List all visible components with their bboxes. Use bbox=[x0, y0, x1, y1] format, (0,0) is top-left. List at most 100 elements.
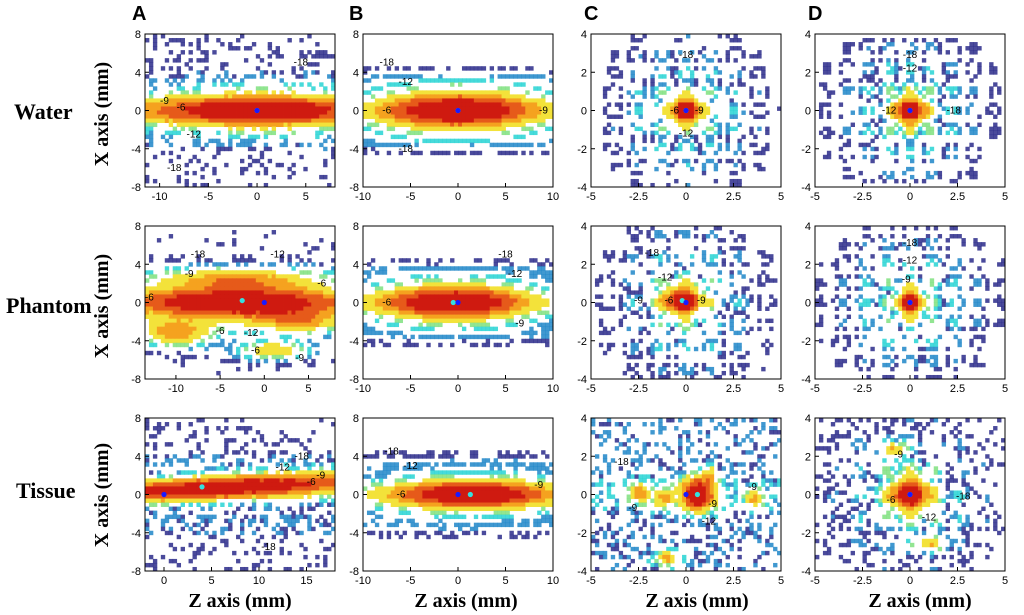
field-cell bbox=[188, 322, 193, 328]
contour-cell bbox=[721, 250, 726, 255]
contour-cell bbox=[757, 166, 762, 172]
field-cell bbox=[148, 302, 154, 307]
contour-cell bbox=[682, 370, 687, 376]
contour-cell bbox=[989, 62, 994, 67]
field-cell bbox=[236, 282, 241, 287]
contour-cell bbox=[287, 262, 292, 267]
contour-cell bbox=[501, 282, 506, 287]
x-tick-label: -10 bbox=[355, 191, 371, 203]
contour-cell bbox=[630, 138, 635, 144]
field-cell bbox=[910, 310, 915, 315]
contour-cell bbox=[240, 34, 245, 39]
field-cell bbox=[682, 318, 687, 324]
contour-cell bbox=[717, 322, 723, 328]
field-cell bbox=[469, 102, 475, 107]
field-cell bbox=[184, 98, 189, 103]
contour-cell bbox=[834, 306, 840, 311]
contour-cell bbox=[686, 34, 691, 39]
field-cell bbox=[156, 302, 162, 307]
field-cell bbox=[481, 122, 487, 128]
field-cell bbox=[291, 298, 296, 303]
contour-cell bbox=[469, 142, 475, 148]
field-cell bbox=[271, 94, 277, 99]
contour-cell bbox=[745, 286, 750, 291]
contour-cell bbox=[180, 86, 185, 91]
field-cell bbox=[291, 274, 296, 279]
contour-cell bbox=[426, 258, 431, 263]
field-cell bbox=[454, 122, 459, 128]
field-cell bbox=[232, 318, 237, 324]
field-cell bbox=[921, 302, 927, 307]
contour-cell bbox=[693, 322, 699, 328]
contour-cell bbox=[315, 130, 320, 136]
contour-cell bbox=[674, 66, 679, 71]
field-cell bbox=[228, 274, 233, 279]
contour-cell bbox=[299, 142, 304, 148]
field-cell bbox=[192, 334, 197, 340]
field-cell bbox=[465, 110, 471, 115]
field-cell bbox=[450, 282, 455, 287]
contour-cell bbox=[618, 302, 624, 307]
field-cell bbox=[913, 94, 919, 99]
contour-cell bbox=[422, 138, 427, 144]
contour-cell bbox=[247, 154, 253, 160]
field-cell bbox=[402, 302, 407, 307]
field-cell bbox=[192, 310, 197, 315]
contour-cell bbox=[275, 54, 280, 59]
contour-cell bbox=[489, 274, 495, 279]
contour-cell bbox=[188, 42, 193, 47]
contour-cell bbox=[709, 370, 715, 376]
field-cell bbox=[168, 114, 174, 119]
y-tick-label: -8 bbox=[131, 182, 141, 194]
contour-cell bbox=[434, 274, 439, 279]
contour-cell bbox=[549, 278, 554, 283]
field-cell bbox=[513, 306, 518, 311]
contour-cell bbox=[765, 86, 770, 91]
contour-cell bbox=[701, 234, 707, 239]
contour-cell bbox=[602, 90, 608, 95]
contour-cell bbox=[489, 334, 495, 340]
contour-cell bbox=[949, 74, 954, 79]
field-cell bbox=[693, 106, 699, 111]
contour-cell bbox=[749, 294, 754, 299]
field-cell bbox=[465, 314, 471, 320]
contour-cell bbox=[765, 306, 770, 311]
contour-cell bbox=[969, 170, 974, 176]
contour-cell bbox=[913, 38, 919, 43]
x-tick-label: 5 bbox=[778, 191, 784, 203]
contour-cell bbox=[299, 154, 304, 160]
field-cell bbox=[200, 298, 205, 303]
contour-cell bbox=[374, 150, 380, 156]
contour-cell bbox=[168, 66, 174, 71]
contour-cell bbox=[933, 362, 939, 368]
x-tick-label: -10 bbox=[168, 383, 184, 395]
field-cell bbox=[240, 290, 245, 295]
field-cell bbox=[168, 102, 174, 107]
contour-cell bbox=[898, 326, 903, 332]
field-cell bbox=[414, 290, 419, 295]
contour-cell bbox=[662, 142, 667, 148]
contour-cell bbox=[929, 158, 935, 164]
field-cell bbox=[686, 102, 691, 107]
contour-cell bbox=[846, 174, 852, 180]
contour-cell bbox=[662, 250, 667, 255]
field-cell bbox=[243, 98, 249, 103]
field-cell bbox=[422, 114, 427, 119]
contour-cell bbox=[525, 266, 530, 271]
contour-cell bbox=[969, 42, 974, 47]
contour-cell bbox=[549, 326, 554, 332]
field-cell bbox=[370, 306, 376, 311]
field-cell bbox=[224, 274, 229, 279]
field-cell bbox=[200, 106, 205, 111]
contour-cell bbox=[842, 242, 848, 247]
contour-cell bbox=[741, 134, 746, 140]
contour-cell bbox=[765, 94, 770, 99]
field-cell bbox=[180, 118, 185, 123]
field-cell bbox=[461, 110, 467, 115]
contour-cell bbox=[176, 58, 182, 63]
field-cell bbox=[275, 114, 280, 119]
field-cell bbox=[192, 322, 197, 328]
field-cell bbox=[497, 102, 502, 107]
contour-cell bbox=[279, 54, 284, 59]
contour-cell bbox=[513, 322, 518, 328]
